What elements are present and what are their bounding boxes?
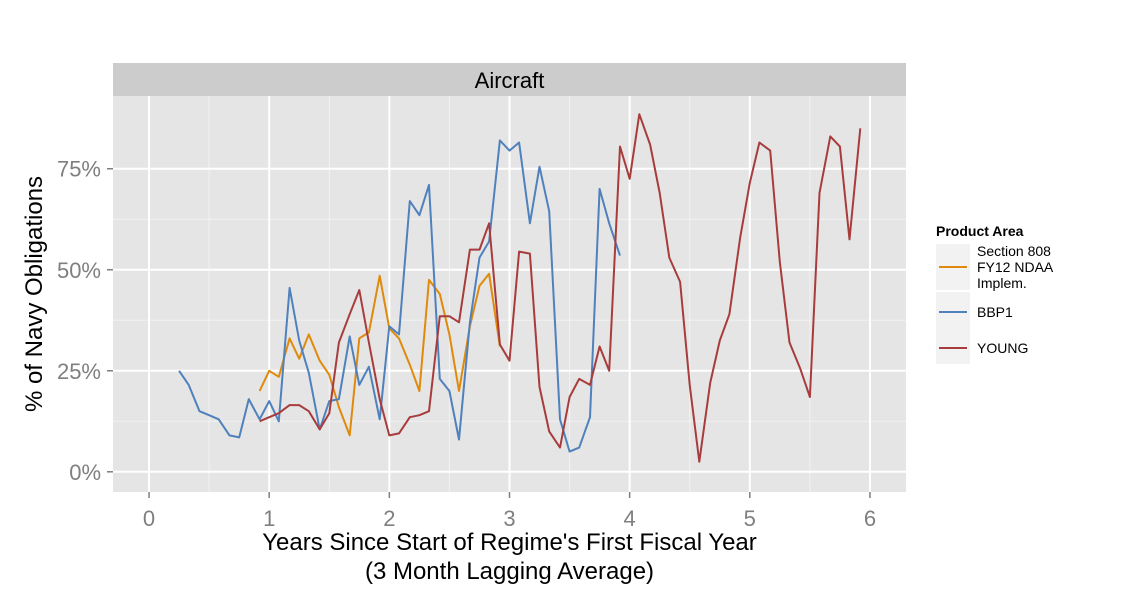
legend-label: Implem. bbox=[977, 275, 1027, 291]
x-tick-label: 0 bbox=[143, 506, 155, 531]
grid-major bbox=[113, 96, 906, 492]
x-axis: 0 1 2 3 4 5 6 bbox=[143, 492, 876, 531]
x-tick-label: 5 bbox=[744, 506, 756, 531]
facet-strip bbox=[113, 63, 906, 96]
x-axis-title-line2: (3 Month Lagging Average) bbox=[365, 558, 654, 585]
legend-label: FY12 NDAA bbox=[977, 259, 1054, 275]
series-line-bbp1 bbox=[178, 139, 621, 453]
y-axis-title: % of Navy Obligations bbox=[21, 176, 48, 412]
legend-label: BBP1 bbox=[977, 304, 1013, 320]
x-tick-label: 6 bbox=[864, 506, 876, 531]
y-tick-label: 0% bbox=[69, 460, 101, 485]
legend-entry: BBP1 bbox=[936, 292, 1013, 332]
legend-title: Product Area bbox=[936, 223, 1024, 239]
series-line-section808 bbox=[258, 272, 501, 437]
x-tick-label: 1 bbox=[263, 506, 275, 531]
legend-label: Section 808 bbox=[977, 243, 1051, 259]
y-axis: 0% 25% 50% 75% bbox=[57, 157, 113, 485]
x-tick-label: 2 bbox=[383, 506, 395, 531]
x-axis-title-line1: Years Since Start of Regime's First Fisc… bbox=[262, 529, 757, 556]
x-tick-label: 3 bbox=[503, 506, 515, 531]
y-tick-label: 75% bbox=[57, 157, 101, 182]
y-tick-label: 25% bbox=[57, 359, 101, 384]
y-tick-label: 50% bbox=[57, 258, 101, 283]
legend-entry: YOUNG bbox=[936, 332, 1028, 364]
facet-title: Aircraft bbox=[475, 68, 545, 93]
series-line-young bbox=[259, 113, 862, 463]
x-tick-label: 4 bbox=[624, 506, 636, 531]
series-group bbox=[178, 113, 862, 463]
legend-label: YOUNG bbox=[977, 340, 1028, 356]
